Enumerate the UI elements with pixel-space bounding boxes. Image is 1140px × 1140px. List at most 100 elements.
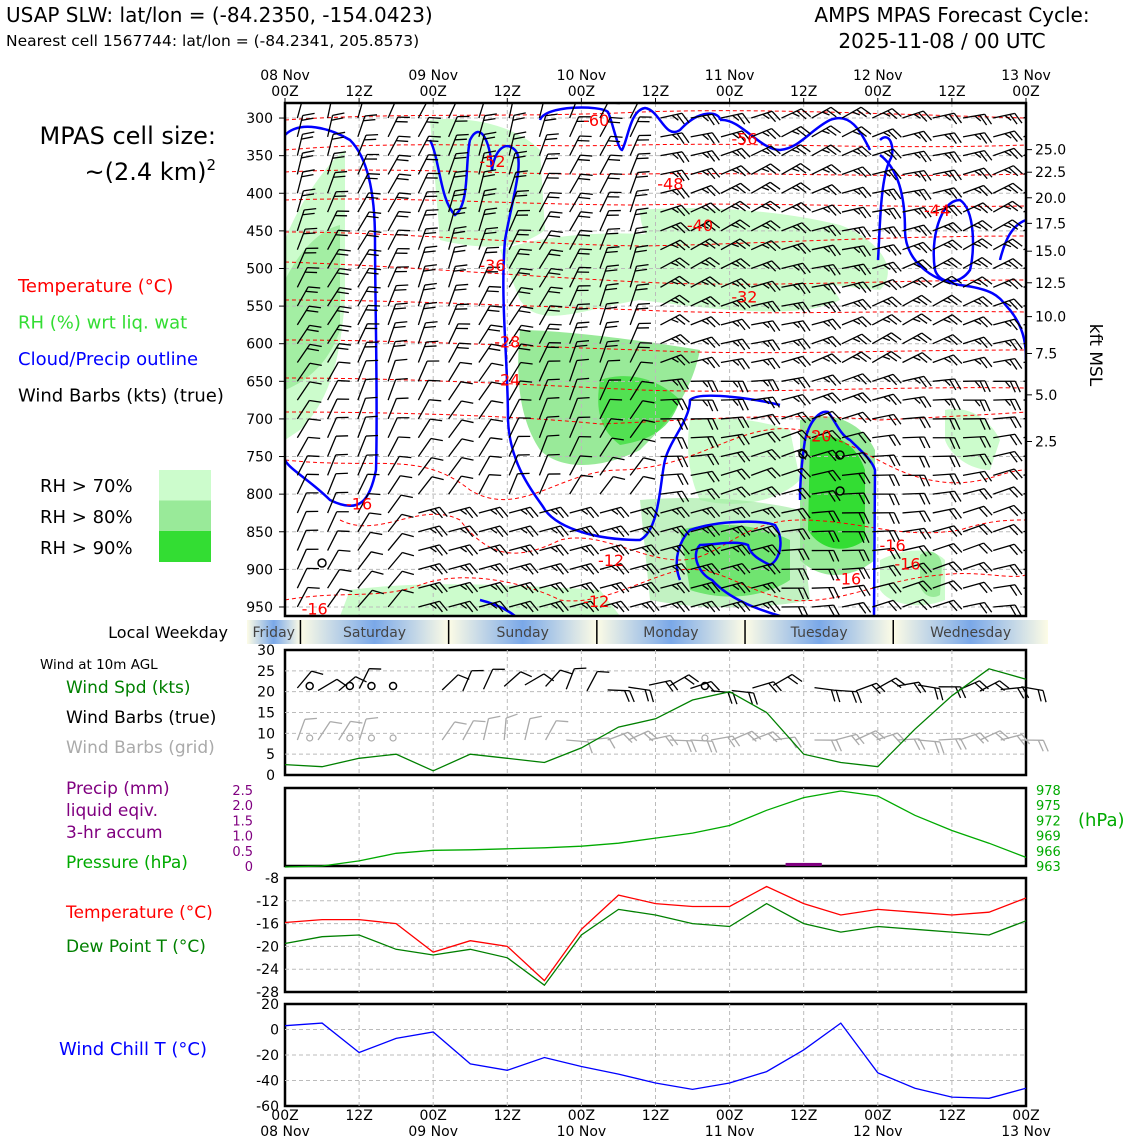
barb-flag (339, 324, 352, 328)
barb-flag (802, 355, 811, 366)
barb-shaft (932, 275, 953, 288)
barb-shaft (387, 570, 403, 589)
barb-shaft (751, 413, 773, 420)
xs-wind-barb (1023, 467, 1026, 476)
barb-flag (638, 134, 652, 137)
barb-flag (550, 603, 558, 609)
xs-wind-barb (296, 399, 322, 420)
barb-shaft (932, 354, 954, 364)
barb-shaft (538, 473, 549, 495)
barb-flag (953, 132, 962, 144)
barb-shaft (357, 305, 369, 326)
barb-flag (835, 739, 843, 752)
barb-flag (1014, 604, 1022, 616)
barb-shaft (811, 318, 834, 326)
barb-flag (701, 224, 709, 229)
barb-flag (770, 240, 781, 250)
barb-flag (742, 399, 749, 411)
barb-flag (732, 359, 740, 366)
barb-flag (939, 688, 944, 701)
barb-flag (765, 222, 777, 231)
barb-shaft (993, 398, 1016, 401)
barb-flag (1009, 131, 1018, 143)
xs-wind-barb (993, 380, 1021, 393)
barb-flag (580, 509, 589, 515)
barb-flag (832, 301, 841, 312)
barb-flag (949, 455, 956, 468)
barb-flag (671, 357, 679, 363)
calm-marker (305, 681, 314, 691)
barb-flag (334, 214, 348, 217)
barb-flag (888, 415, 897, 426)
barb-shaft (750, 240, 772, 251)
barb-shaft (599, 210, 610, 232)
xs-wind-barb (720, 130, 751, 143)
barb-shaft (569, 116, 580, 138)
true-wind-barb (835, 689, 863, 704)
barb-flag (952, 561, 963, 571)
barb-shaft (569, 135, 581, 156)
barb-flag (453, 230, 466, 234)
xs-wind-barb (690, 167, 721, 180)
barb-flag (680, 204, 690, 215)
barb-flag (826, 127, 837, 136)
pressure-tick-label: 950 (246, 600, 273, 616)
barb-flag (706, 169, 716, 180)
xs-wind-barb (690, 488, 721, 500)
barb-shaft (327, 191, 337, 213)
barb-shaft (932, 490, 955, 495)
barb-shaft (524, 673, 545, 686)
xs-wind-barb (811, 530, 840, 543)
barb-shaft (296, 719, 306, 741)
barb-flag (912, 356, 921, 361)
barb-flag (772, 357, 781, 369)
barb-flag (520, 267, 533, 271)
barb-shaft (871, 332, 892, 345)
barb-shaft (841, 472, 864, 476)
xs-wind-barb (599, 506, 630, 519)
barb-shaft (538, 360, 549, 382)
xs-wind-barb (357, 492, 381, 514)
xs-wind-barb (872, 207, 902, 220)
barb-flag (430, 437, 443, 442)
barb-flag (766, 450, 777, 461)
barb-shaft (962, 336, 985, 345)
barb-shaft (690, 113, 713, 119)
barb-flag (650, 600, 660, 612)
barb-shaft (508, 473, 519, 495)
barb-shaft (387, 192, 400, 213)
barb-flag (306, 247, 319, 249)
barb-shaft (962, 542, 984, 552)
barb-flag (491, 400, 504, 404)
barb-flag (514, 131, 527, 135)
barb-shaft (902, 241, 924, 251)
calm-marker (367, 681, 376, 691)
barb-shaft (478, 600, 501, 608)
barb-flag (639, 342, 652, 344)
barb-shaft (482, 668, 494, 690)
barb-flag (852, 376, 861, 382)
barb-flag (706, 186, 716, 197)
xs-wind-barb (478, 418, 504, 439)
xs-wind-barb (327, 210, 350, 232)
barb-flag (644, 689, 650, 702)
temp-contour-label: -36 (479, 256, 505, 275)
barb-flag (912, 281, 921, 286)
xs-wind-barb (963, 380, 991, 393)
barb-shaft (599, 600, 622, 608)
barb-shaft (448, 134, 458, 156)
barb-shaft (296, 267, 308, 288)
barb-shaft (962, 296, 984, 307)
barb-flag (514, 150, 528, 154)
barb-flag (398, 210, 411, 214)
barb-flag (822, 207, 831, 213)
barb-flag (670, 280, 679, 285)
barb-flag (681, 582, 690, 593)
barb-shaft (448, 475, 462, 495)
barb-flag (395, 120, 408, 123)
barb-flag (302, 150, 315, 154)
barb-flag (555, 602, 565, 613)
grid-wind-barb (917, 739, 945, 754)
barb-shaft (599, 154, 611, 175)
barb-shaft (932, 473, 955, 476)
